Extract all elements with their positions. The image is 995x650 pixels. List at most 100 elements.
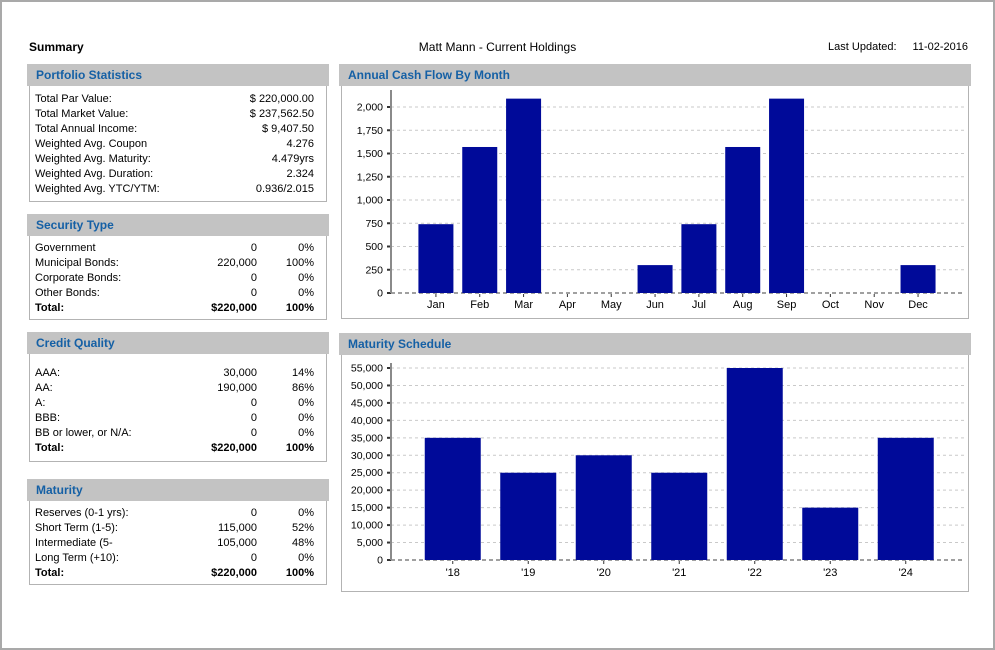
stat-percent: 48% (291, 537, 314, 549)
stat-value: 2.324 (286, 168, 314, 180)
x-tick-label: Jan (427, 299, 445, 311)
stat-percent: 0% (298, 287, 314, 299)
bar-'19 (500, 472, 557, 560)
bar-Jul (681, 224, 717, 293)
credit-quality-panel: Credit Quality AAA: 30,000 14% AA: 190,000 86… (27, 332, 329, 462)
x-tick-label: Sep (777, 299, 797, 311)
portfolio-statistics-body: Total Par Value: $ 220,000.00 Total Market… (29, 86, 327, 202)
stat-row: Intermediate (5- 105,000 48% (35, 536, 314, 551)
stat-label: Total Annual Income: (35, 123, 138, 135)
x-tick-label: May (601, 299, 622, 311)
stat-amount: 0 (250, 552, 257, 564)
stat-label: Government (35, 242, 96, 254)
stat-amount: $220,000 (211, 442, 257, 454)
stat-value: 4.479yrs (271, 153, 314, 165)
maturity-body: Reserves (0-1 yrs): 0 0% Short Term (1-5): 1… (29, 501, 327, 585)
maturity-schedule-chart: 0 5,000 10,000 15,000 20,000 25,000 30,000 35,0… (341, 355, 969, 592)
cash-flow-header: Annual Cash Flow By Month (339, 64, 971, 86)
stat-label: Corporate Bonds: (35, 272, 122, 284)
security-type-body: Government 0 0% Municipal Bonds: 220,000 100%… (29, 236, 327, 320)
last-updated-value: 11-02-2016 (912, 41, 968, 53)
stat-percent: 100% (285, 567, 314, 579)
stat-amount: 190,000 (217, 382, 257, 394)
stat-label: Weighted Avg. YTC/YTM: (35, 183, 160, 195)
y-tick-label: 1,500 (357, 148, 383, 160)
stat-percent: 100% (285, 442, 314, 454)
bar-Feb (462, 146, 498, 293)
stat-value: $ 9,407.50 (262, 123, 314, 135)
stat-label: BBB: (35, 412, 61, 424)
y-tick-label: 10,000 (351, 520, 383, 532)
stat-amount: 220,000 (217, 257, 257, 269)
y-tick-label: 15,000 (351, 502, 383, 514)
maturity-header: Maturity (27, 479, 329, 501)
stat-amount: 30,000 (223, 367, 257, 379)
x-tick-label: Mar (514, 299, 533, 311)
stat-amount: 115,000 (218, 522, 257, 534)
stat-amount: 0 (250, 412, 257, 424)
x-tick-label: Apr (559, 299, 576, 311)
portfolio-statistics-panel: Portfolio Statistics Total Par Value: $ 2… (27, 64, 329, 202)
stat-label: Weighted Avg. Duration: (35, 168, 154, 180)
stat-percent: 0% (298, 552, 314, 564)
portfolio-statistics-header: Portfolio Statistics (27, 64, 329, 86)
stat-row: Total: $220,000 100% (35, 566, 314, 581)
page-title: Matt Mann - Current Holdings (418, 40, 577, 54)
x-tick-label: Jul (692, 299, 706, 311)
stat-value: $ 220,000.00 (249, 93, 314, 105)
stat-label: BB or lower, or N/A: (35, 427, 132, 439)
stat-percent: 14% (291, 367, 314, 379)
stat-row: Total Par Value: $ 220,000.00 (35, 92, 314, 107)
stat-row: Total Annual Income: $ 9,407.50 (35, 122, 314, 137)
x-tick-label: Jun (646, 299, 664, 311)
top-header: Summary Matt Mann - Current Holdings Las… (2, 40, 993, 56)
stat-percent: 100% (285, 257, 314, 269)
bar-'23 (802, 507, 859, 560)
bar-Sep (769, 98, 805, 293)
stat-label: Total Par Value: (35, 93, 112, 105)
maturity-schedule-header: Maturity Schedule (339, 333, 971, 355)
maturity-schedule-panel: Maturity Schedule 0 5,000 10,000 15,000 20,0… (339, 333, 971, 592)
stat-label: A: (35, 397, 46, 409)
stat-amount: 0 (250, 397, 257, 409)
maturity_schedule-svg: 0 5,000 10,000 15,000 20,000 25,000 30,000 35,0… (351, 363, 965, 579)
stat-amount: 0 (250, 242, 257, 254)
stat-amount: 0 (250, 427, 257, 439)
y-tick-label: 30,000 (351, 450, 383, 462)
maturity-panel: Maturity Reserves (0-1 yrs): 0 0% Short Ter… (27, 479, 329, 585)
bar-Mar (506, 98, 542, 293)
stat-percent: 52% (291, 522, 314, 534)
stat-label: Weighted Avg. Maturity: (35, 153, 151, 165)
stat-amount: 0 (250, 507, 257, 519)
x-tick-label: Aug (733, 299, 753, 311)
stat-label: Reserves (0-1 yrs): (35, 507, 129, 519)
stat-label: Total Market Value: (35, 108, 129, 120)
cash-flow-panel: Annual Cash Flow By Month 0 250 500 750 1,00… (339, 64, 971, 319)
stat-row: Government 0 0% (35, 241, 314, 256)
cash_flow-svg: 0 250 500 750 1,000 1,250 1,500 1,750 2,000 Jan Fe… (357, 90, 965, 311)
stat-percent: 0% (298, 272, 314, 284)
last-updated-label: Last Updated: (828, 41, 897, 53)
bar-Dec (900, 265, 936, 293)
bar-Aug (725, 146, 761, 293)
security-type-header: Security Type (27, 214, 329, 236)
bar-'20 (575, 455, 632, 560)
y-tick-label: 1,250 (357, 171, 383, 183)
y-tick-label: 0 (377, 288, 383, 300)
security-type-panel: Security Type Government 0 0% Municipal Bon… (27, 214, 329, 320)
stat-row: Total: $220,000 100% (35, 301, 314, 316)
x-tick-label: '19 (521, 567, 535, 579)
stat-percent: 86% (291, 382, 314, 394)
y-tick-label: 25,000 (351, 467, 383, 479)
stat-amount: $220,000 (211, 567, 257, 579)
stat-percent: 100% (285, 302, 314, 314)
y-tick-label: 750 (365, 218, 383, 230)
last-updated: Last Updated: 11-02-2016 (828, 41, 968, 53)
x-tick-label: Feb (470, 299, 489, 311)
y-tick-label: 2,000 (357, 102, 383, 114)
x-tick-label: '21 (672, 567, 686, 579)
bar-'24 (877, 437, 934, 560)
stat-percent: 0% (298, 397, 314, 409)
y-tick-label: 0 (377, 555, 383, 567)
